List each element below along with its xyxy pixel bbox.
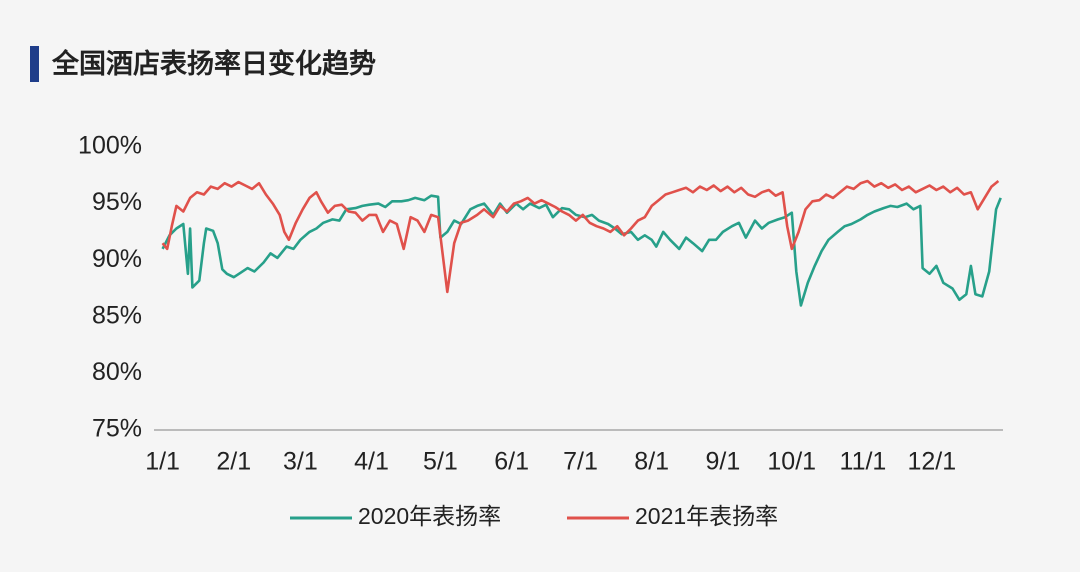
x-tick-label: 1/1 [145,448,180,476]
series-line [161,179,1000,294]
y-tick-label: 85% [92,301,142,329]
x-tick-label: 5/1 [423,448,458,476]
y-tick-label: 90% [92,245,142,273]
y-tick-label: 95% [92,188,142,216]
series-line [161,194,1002,307]
chart-title: 全国酒店表扬率日变化趋势 [51,48,376,79]
x-tick-label: 11/1 [840,448,887,476]
x-tick-label: 4/1 [354,448,389,476]
x-tick-label: 6/1 [494,448,529,476]
legend-label: 2020年表扬率 [358,503,501,529]
x-tick-label: 8/1 [634,448,669,476]
x-tick-label: 2/1 [216,448,251,476]
x-tick-label: 9/1 [705,448,740,476]
x-tick-label: 12/1 [907,448,956,476]
y-tick-label: 80% [92,358,142,386]
y-tick-label: 75% [92,415,142,443]
x-tick-label: 7/1 [563,448,598,476]
y-tick-label: 100% [78,132,142,160]
x-tick-label: 3/1 [283,448,318,476]
title-marker [30,46,39,82]
x-tick-label: 10/1 [767,448,816,476]
legend-label: 2021年表扬率 [635,503,778,529]
